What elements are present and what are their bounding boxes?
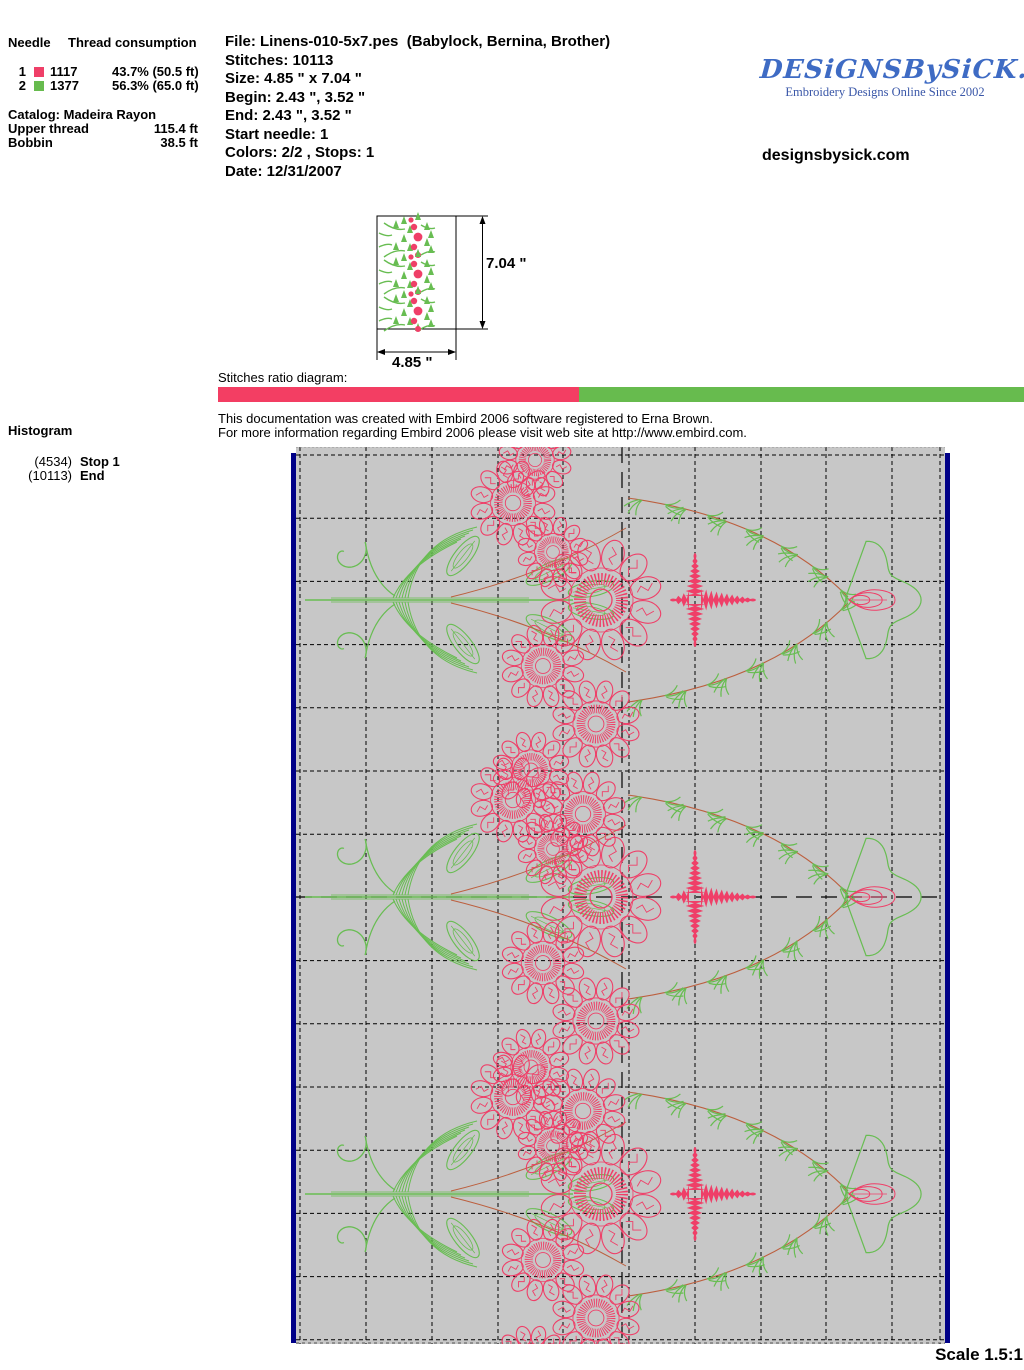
height-dimension-label: 7.04 " <box>486 255 527 272</box>
file-name-line: File: Linens-010-5x7.pes (Babylock, Bern… <box>225 33 611 50</box>
thread-consumption-value: 56.3% (65.0 ft) <box>112 78 199 93</box>
begin-line: Begin: 2.43 ", 3.52 " <box>225 88 366 106</box>
needle-number: 2 <box>18 78 26 93</box>
upper-thread-label: Upper thread <box>8 121 89 136</box>
start-needle-line: Start needle: 1 <box>225 125 329 143</box>
histogram: Histogram (4534) Stop 1 (10113) End <box>8 423 120 483</box>
scale-label: Scale 1.5:1 <box>935 1345 1023 1364</box>
consumption-column-header: Thread consumption <box>68 35 197 50</box>
thread-color-swatch <box>34 81 44 91</box>
thread-table-header: Needle Thread consumption <box>8 36 197 50</box>
bobbin-line: Bobbin 38.5 ft <box>8 136 198 150</box>
thread-color-swatch <box>34 67 44 77</box>
stitches-ratio-bar <box>218 387 1024 402</box>
stitch-count: 1117 <box>50 64 78 79</box>
logo-tagline: Embroidery Designs Online Since 2002 <box>785 85 985 99</box>
needle-column-header: Needle <box>8 35 51 50</box>
embird-note-line1: This documentation was created with Embi… <box>218 411 713 426</box>
width-dimension-label: 4.85 " <box>392 354 433 371</box>
upper-thread-value: 115.4 ft <box>153 121 198 136</box>
website-text: designsbysick.com <box>762 147 910 164</box>
histogram-count: (10113) <box>28 468 72 483</box>
embroidery-design-preview <box>291 447 950 1344</box>
embird-note-line2: For more information regarding Embird 20… <box>218 424 747 440</box>
file-info: File: Linens-010-5x7.pes (Babylock, Bern… <box>225 33 610 181</box>
ratio-bar-green <box>579 387 1024 402</box>
histogram-title: Histogram <box>8 423 73 438</box>
thread-table: Needle Thread consumption 1 1117 43.7% (5… <box>8 36 199 150</box>
histogram-label: End <box>80 468 105 483</box>
thread-consumption-value: 43.7% (50.5 ft) <box>112 64 199 79</box>
design-thumbnail <box>376 212 488 360</box>
stitch-count: 1377 <box>50 78 79 93</box>
ratio-diagram-label: Stitches ratio diagram: <box>218 370 348 385</box>
logo: DESiGNSBySiCK.CoM Embroidery Designs Onl… <box>758 55 1024 100</box>
catalog-line: Catalog: Madeira Rayon <box>8 107 157 122</box>
histogram-label: Stop 1 <box>80 454 120 469</box>
ratio-bar-red <box>218 387 580 402</box>
end-line: End: 2.43 ", 3.52 " <box>225 107 352 124</box>
bobbin-label: Bobbin <box>8 135 53 150</box>
needle-number: 1 <box>18 64 26 79</box>
bobbin-value: 38.5 ft <box>160 135 198 150</box>
logo-title: DESiGNSBySiCK.CoM <box>758 55 1024 85</box>
histogram-count: (4534) <box>34 454 72 469</box>
size-line: Size: 4.85 " x 7.04 " <box>225 70 362 87</box>
embird-note: This documentation was created with Embi… <box>218 412 747 439</box>
colors-line: Colors: 2/2 , Stops: 1 <box>225 144 375 161</box>
date-line: Date: 12/31/2007 <box>225 162 342 180</box>
stitches-line: Stitches: 10113 <box>225 51 334 69</box>
upper-thread-line: Upper thread 115.4 ft <box>8 122 198 136</box>
